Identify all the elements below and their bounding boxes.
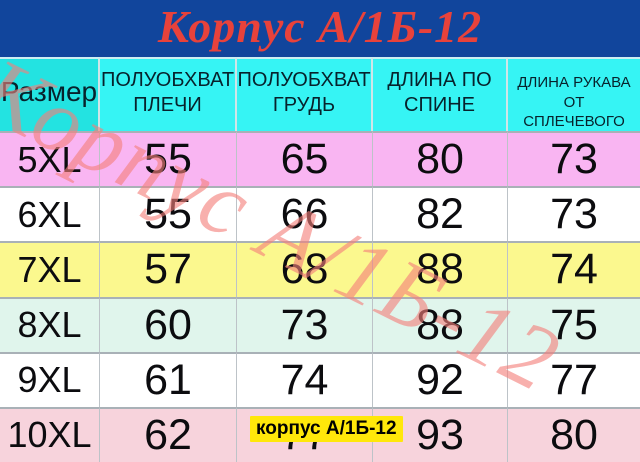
- column-header-chest-half-girth: ПОЛУОБХВАТ ГРУДЬ: [237, 57, 373, 131]
- value-cell: 93: [373, 406, 508, 462]
- value-cell: 80: [508, 406, 640, 462]
- value-cell: 55: [100, 186, 237, 242]
- chart-title: Корпус А/1Б-12: [157, 0, 483, 52]
- size-table: Размер ПОЛУОБХВАТ ПЛЕЧИ ПОЛУОБХВАТ ГРУДЬ…: [0, 57, 640, 462]
- value-cell: 74: [237, 351, 373, 407]
- column-header-back-length: ДЛИНА ПО СПИНЕ: [373, 57, 508, 131]
- size-cell: 8XL: [0, 296, 100, 352]
- size-cell: 5XL: [0, 131, 100, 187]
- value-cell: 57: [100, 241, 237, 297]
- column-header-size: Размер: [0, 57, 100, 131]
- column-header-shoulder-half-girth: ПОЛУОБХВАТ ПЛЕЧИ: [100, 57, 237, 131]
- value-cell: 88: [373, 296, 508, 352]
- size-cell: 7XL: [0, 241, 100, 297]
- value-cell: 55: [100, 131, 237, 187]
- value-cell: 92: [373, 351, 508, 407]
- value-cell: 75: [508, 296, 640, 352]
- value-cell: 82: [373, 186, 508, 242]
- value-cell: 62: [100, 406, 237, 462]
- value-cell: 65: [237, 131, 373, 187]
- value-cell: 66: [237, 186, 373, 242]
- value-cell: 60: [100, 296, 237, 352]
- value-cell: 74: [508, 241, 640, 297]
- column-header-sleeve-length: ДЛИНА РУКАВА ОТ СПЛЕЧЕВОГО: [508, 57, 640, 131]
- value-cell: 77: [508, 351, 640, 407]
- title-banner: Корпус А/1Б-12: [0, 0, 640, 57]
- value-cell: 88: [373, 241, 508, 297]
- value-cell: 73: [508, 186, 640, 242]
- value-cell: 80: [373, 131, 508, 187]
- value-cell: 73: [508, 131, 640, 187]
- size-cell: 10XL: [0, 406, 100, 462]
- size-cell: 9XL: [0, 351, 100, 407]
- value-cell: 61: [100, 351, 237, 407]
- corpus-label-tag: корпус А/1Б-12: [250, 416, 403, 442]
- value-cell: 68: [237, 241, 373, 297]
- size-cell: 6XL: [0, 186, 100, 242]
- value-cell: 73: [237, 296, 373, 352]
